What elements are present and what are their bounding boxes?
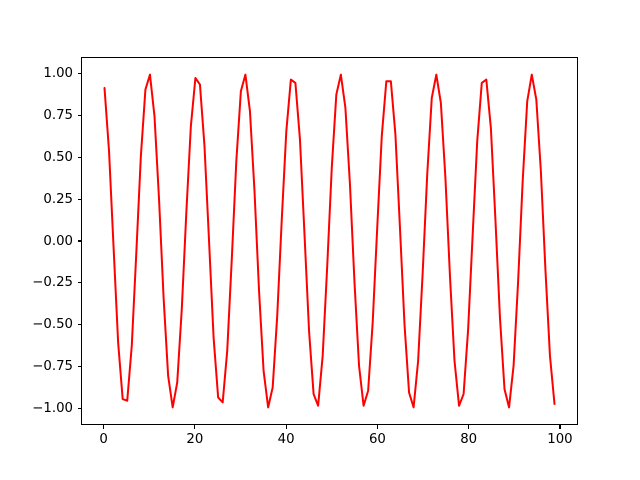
y-axis-tick-label: −0.75: [32, 358, 73, 374]
x-axis-tick-label: 40: [277, 432, 295, 447]
x-axis-tick-label: 60: [368, 432, 386, 447]
y-axis-tick-label: −0.25: [32, 275, 73, 291]
y-axis-tick-mark: [77, 198, 81, 200]
sine-wave-line-series: [82, 58, 577, 424]
y-axis-tick-label: 0.75: [43, 108, 73, 124]
y-axis-tick-label: −0.50: [32, 317, 73, 333]
y-axis-tick-label: −1.00: [32, 400, 73, 416]
y-axis-tick-label: 0.50: [43, 149, 73, 165]
y-axis-tick-label: 0.00: [43, 233, 73, 249]
x-axis-tick-mark: [468, 425, 470, 429]
y-axis-tick-mark: [77, 114, 81, 117]
y-axis-tick-mark: [77, 73, 81, 75]
y-axis-tick-label: 1.00: [43, 66, 73, 82]
y-axis-tick-mark: [77, 324, 81, 326]
x-axis-tick-label: 80: [460, 432, 478, 447]
x-axis-tick-mark: [194, 425, 196, 429]
y-axis-tick-mark: [77, 240, 81, 242]
y-axis-tick-mark: [77, 156, 81, 158]
y-axis-tick-mark: [77, 407, 81, 409]
x-axis-tick-label: 20: [186, 432, 204, 447]
y-axis-tick-mark: [77, 365, 81, 367]
plot-axes: [81, 57, 578, 425]
y-axis-tick-label: 0.25: [43, 191, 73, 207]
x-axis-tick-label: 0: [99, 432, 108, 447]
x-axis-tick-mark: [103, 425, 105, 429]
x-axis-tick-label: 100: [547, 432, 573, 447]
x-axis-tick-mark: [559, 425, 561, 429]
x-axis-tick-mark: [285, 425, 287, 429]
x-axis-tick-mark: [376, 425, 378, 429]
y-axis-tick-mark: [77, 282, 81, 284]
